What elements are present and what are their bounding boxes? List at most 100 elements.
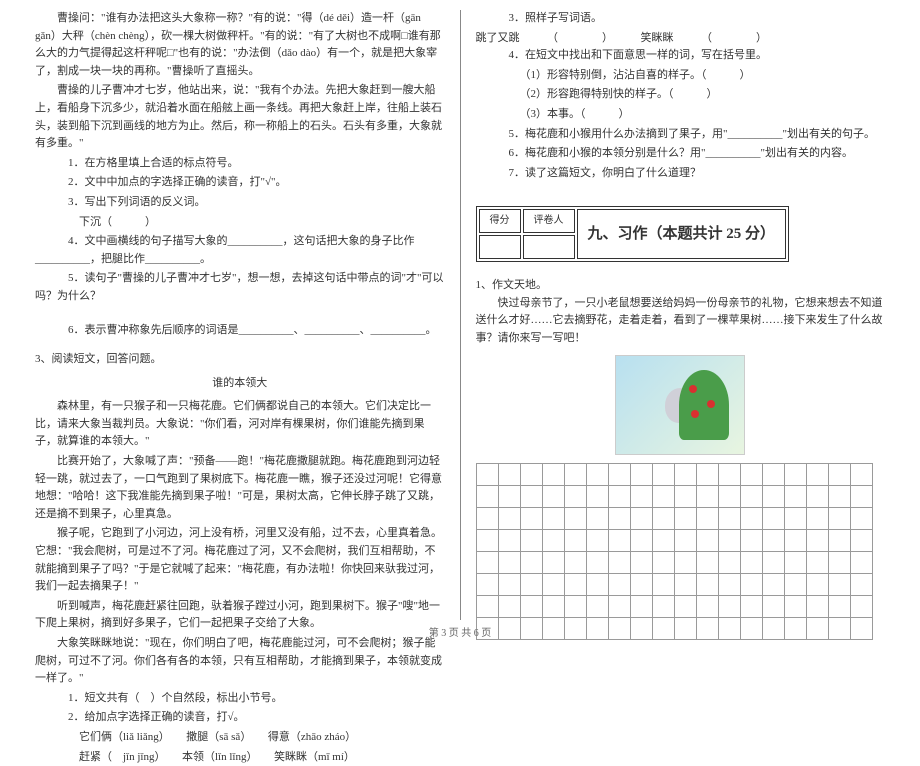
writing-cell[interactable] <box>630 464 652 486</box>
writing-cell[interactable] <box>718 552 740 574</box>
writing-cell[interactable] <box>476 464 498 486</box>
writing-cell[interactable] <box>784 464 806 486</box>
writing-cell[interactable] <box>828 552 850 574</box>
writing-cell[interactable] <box>586 574 608 596</box>
writing-cell[interactable] <box>718 486 740 508</box>
writing-cell[interactable] <box>806 574 828 596</box>
writing-cell[interactable] <box>542 552 564 574</box>
writing-cell[interactable] <box>696 552 718 574</box>
writing-cell[interactable] <box>608 596 630 618</box>
writing-cell[interactable] <box>586 486 608 508</box>
writing-cell[interactable] <box>630 508 652 530</box>
writing-cell[interactable] <box>674 552 696 574</box>
writing-cell[interactable] <box>542 530 564 552</box>
writing-cell[interactable] <box>498 508 520 530</box>
writing-cell[interactable] <box>476 574 498 596</box>
writing-cell[interactable] <box>850 574 872 596</box>
writing-cell[interactable] <box>542 464 564 486</box>
writing-cell[interactable] <box>564 596 586 618</box>
writing-cell[interactable] <box>564 552 586 574</box>
writing-cell[interactable] <box>630 596 652 618</box>
writing-cell[interactable] <box>586 508 608 530</box>
writing-cell[interactable] <box>762 552 784 574</box>
writing-cell[interactable] <box>674 574 696 596</box>
writing-cell[interactable] <box>586 596 608 618</box>
writing-cell[interactable] <box>828 530 850 552</box>
writing-cell[interactable] <box>674 596 696 618</box>
writing-cell[interactable] <box>828 464 850 486</box>
writing-cell[interactable] <box>520 464 542 486</box>
writing-cell[interactable] <box>542 486 564 508</box>
writing-cell[interactable] <box>828 574 850 596</box>
writing-cell[interactable] <box>784 596 806 618</box>
writing-cell[interactable] <box>784 552 806 574</box>
writing-cell[interactable] <box>696 574 718 596</box>
writing-cell[interactable] <box>740 574 762 596</box>
writing-cell[interactable] <box>674 508 696 530</box>
writing-cell[interactable] <box>850 464 872 486</box>
writing-cell[interactable] <box>608 486 630 508</box>
writing-cell[interactable] <box>806 486 828 508</box>
writing-cell[interactable] <box>652 530 674 552</box>
writing-cell[interactable] <box>564 486 586 508</box>
writing-cell[interactable] <box>718 574 740 596</box>
writing-cell[interactable] <box>476 552 498 574</box>
writing-cell[interactable] <box>806 464 828 486</box>
writing-cell[interactable] <box>542 574 564 596</box>
writing-cell[interactable] <box>542 596 564 618</box>
writing-cell[interactable] <box>520 574 542 596</box>
writing-cell[interactable] <box>784 574 806 596</box>
writing-cell[interactable] <box>740 486 762 508</box>
writing-cell[interactable] <box>476 530 498 552</box>
writing-cell[interactable] <box>762 464 784 486</box>
writing-cell[interactable] <box>718 596 740 618</box>
writing-cell[interactable] <box>498 464 520 486</box>
writing-cell[interactable] <box>674 464 696 486</box>
writing-cell[interactable] <box>784 486 806 508</box>
writing-cell[interactable] <box>520 486 542 508</box>
writing-cell[interactable] <box>630 486 652 508</box>
writing-cell[interactable] <box>696 508 718 530</box>
writing-cell[interactable] <box>586 530 608 552</box>
writing-cell[interactable] <box>608 530 630 552</box>
writing-cell[interactable] <box>630 530 652 552</box>
writing-cell[interactable] <box>652 464 674 486</box>
writing-cell[interactable] <box>564 530 586 552</box>
writing-cell[interactable] <box>806 508 828 530</box>
writing-cell[interactable] <box>850 552 872 574</box>
writing-cell[interactable] <box>652 574 674 596</box>
writing-cell[interactable] <box>652 552 674 574</box>
writing-cell[interactable] <box>586 464 608 486</box>
writing-cell[interactable] <box>850 486 872 508</box>
writing-cell[interactable] <box>652 486 674 508</box>
writing-cell[interactable] <box>718 464 740 486</box>
writing-cell[interactable] <box>608 574 630 596</box>
writing-cell[interactable] <box>564 508 586 530</box>
writing-cell[interactable] <box>564 464 586 486</box>
writing-cell[interactable] <box>762 530 784 552</box>
writing-cell[interactable] <box>476 596 498 618</box>
writing-cell[interactable] <box>762 486 784 508</box>
writing-cell[interactable] <box>608 464 630 486</box>
writing-cell[interactable] <box>696 596 718 618</box>
writing-cell[interactable] <box>564 574 586 596</box>
writing-cell[interactable] <box>630 552 652 574</box>
writing-cell[interactable] <box>740 464 762 486</box>
writing-cell[interactable] <box>498 596 520 618</box>
score-cell-2[interactable] <box>523 235 575 259</box>
writing-cell[interactable] <box>762 574 784 596</box>
writing-cell[interactable] <box>696 486 718 508</box>
writing-cell[interactable] <box>850 596 872 618</box>
writing-cell[interactable] <box>806 552 828 574</box>
writing-cell[interactable] <box>476 508 498 530</box>
writing-cell[interactable] <box>520 530 542 552</box>
writing-cell[interactable] <box>806 530 828 552</box>
writing-cell[interactable] <box>608 508 630 530</box>
writing-grid[interactable] <box>476 463 873 640</box>
writing-cell[interactable] <box>674 530 696 552</box>
writing-cell[interactable] <box>630 574 652 596</box>
writing-cell[interactable] <box>498 552 520 574</box>
writing-cell[interactable] <box>498 486 520 508</box>
writing-cell[interactable] <box>674 486 696 508</box>
writing-cell[interactable] <box>498 530 520 552</box>
